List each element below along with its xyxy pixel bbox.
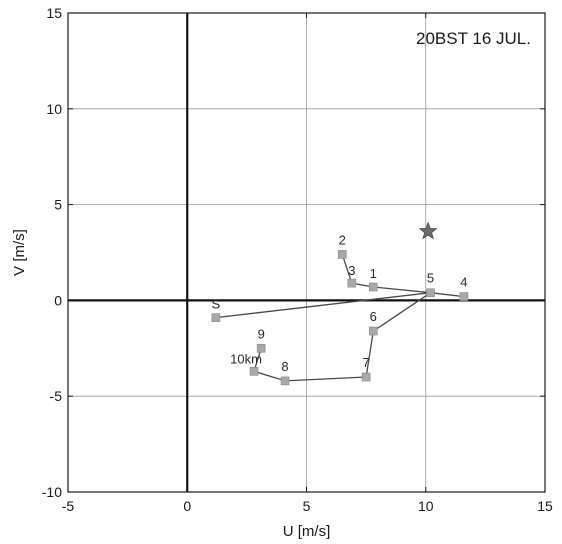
x-tick-label: 10 — [418, 498, 434, 514]
grid-lines — [68, 13, 545, 492]
point-label: 9 — [258, 326, 265, 341]
star-marker — [418, 221, 438, 240]
storm-motion-star — [418, 221, 438, 240]
y-axis-title: V [m/s] — [11, 229, 28, 276]
x-tick-label: 15 — [537, 498, 553, 514]
point-label: 6 — [370, 309, 377, 324]
x-axis-title: U [m/s] — [283, 523, 331, 540]
y-tick-label: 10 — [46, 101, 62, 117]
y-tick-label: -10 — [42, 484, 62, 500]
point-label: S — [212, 297, 221, 312]
point-marker — [249, 366, 259, 376]
point-label: 7 — [363, 355, 370, 370]
point-marker — [347, 278, 357, 288]
point-marker — [368, 282, 378, 292]
tick-marks — [67, 12, 546, 493]
point-marker — [368, 326, 378, 336]
point-label: 2 — [339, 232, 346, 247]
point-label: 5 — [427, 271, 434, 286]
point-marker — [337, 250, 347, 259]
y-tick-label: -5 — [50, 388, 63, 404]
x-tick-label: 5 — [303, 498, 311, 514]
point-marker — [459, 292, 469, 301]
y-tick-labels: -10 -5 0 5 10 15 — [42, 5, 62, 500]
point-label: 10km — [230, 351, 262, 366]
point-label: 3 — [348, 263, 355, 278]
y-tick-label: 15 — [46, 5, 62, 21]
x-tick-labels: -5 0 5 10 15 — [62, 498, 553, 514]
point-marker — [426, 288, 435, 298]
point-marker — [256, 343, 266, 353]
point-markers — [211, 250, 469, 386]
hodograph-segment-1 — [215, 254, 431, 319]
x-tick-label: -5 — [62, 498, 75, 514]
point-marker — [280, 376, 290, 386]
point-marker — [361, 372, 371, 382]
x-tick-label: 0 — [183, 498, 191, 514]
point-marker — [211, 313, 221, 322]
y-tick-label: 0 — [54, 292, 62, 308]
y-tick-label: 5 — [54, 197, 62, 213]
point-label: 4 — [460, 275, 467, 290]
point-labels: S 5 4 13 2 6 7 8 10km 9 — [212, 232, 468, 373]
point-label: 8 — [281, 359, 288, 374]
chart-title: 20BST 16 JUL. — [416, 29, 531, 48]
point-label: 1 — [370, 266, 377, 281]
